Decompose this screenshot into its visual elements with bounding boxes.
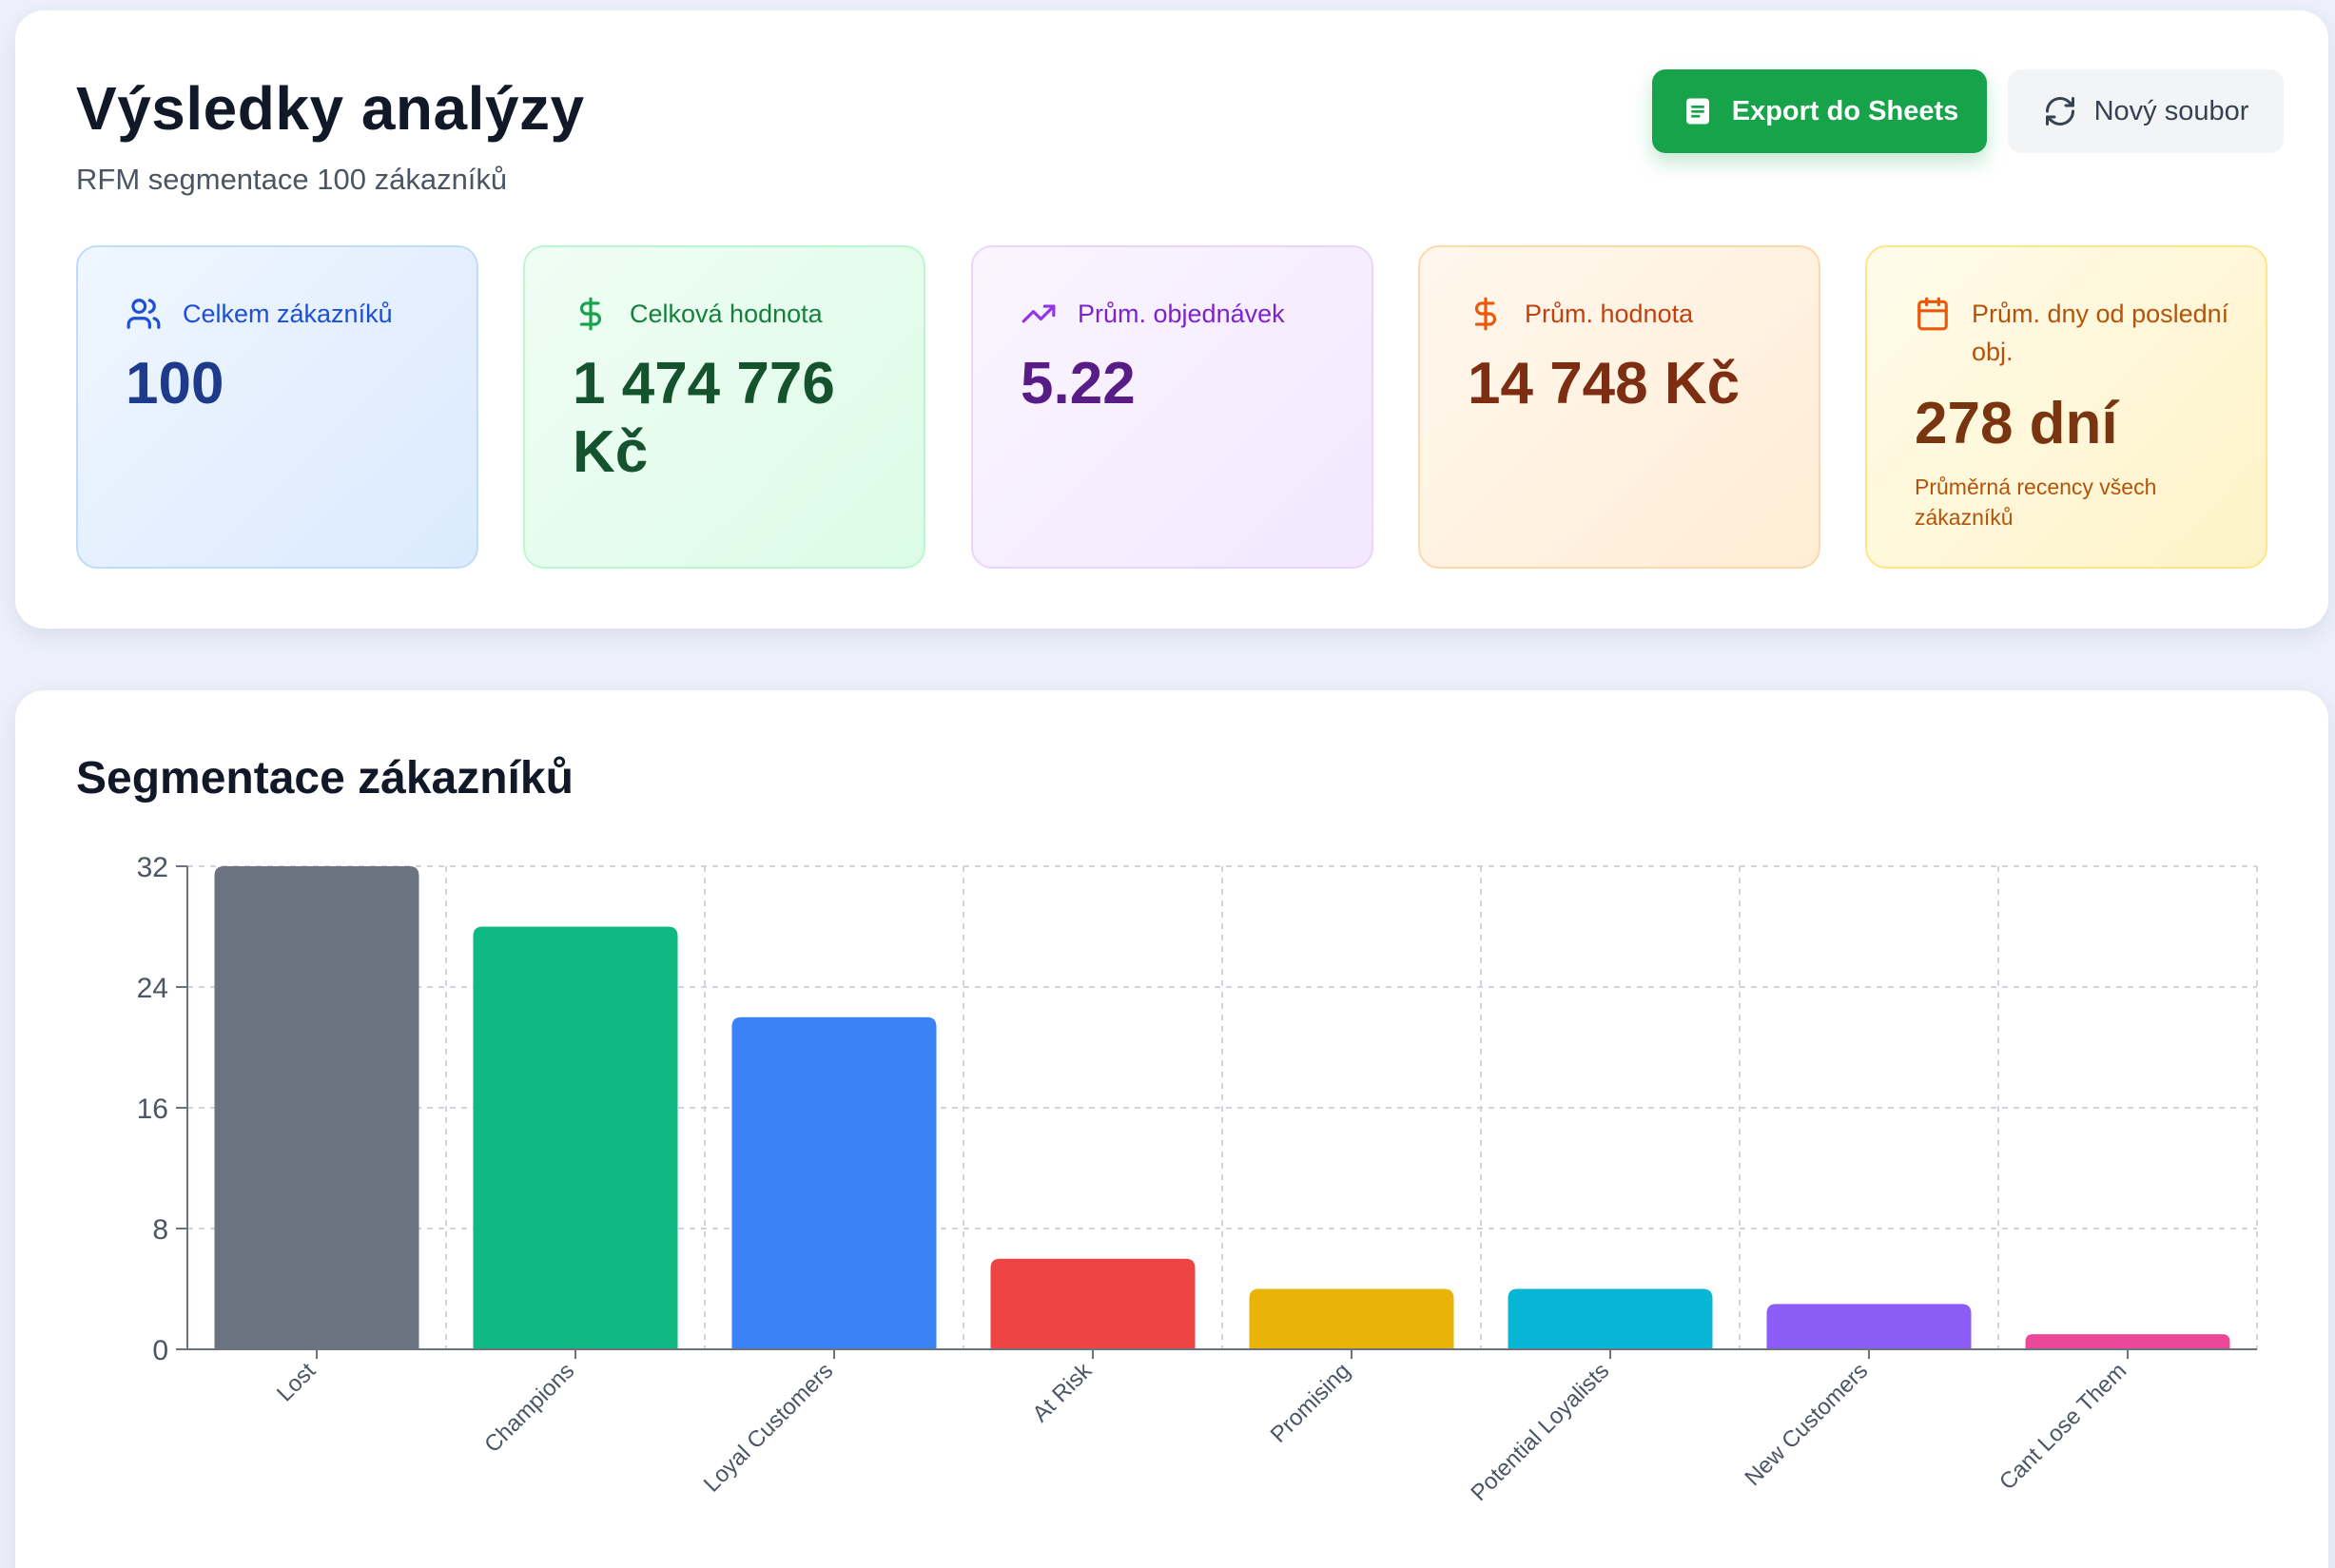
- x-tick-label: Loyal Customers: [699, 1358, 838, 1497]
- stat-card-avg-value: Prům. hodnota 14 748 Kč: [1418, 245, 1820, 569]
- stat-card-avg-recency: Prům. dny od poslední obj. 278 dní Průmě…: [1865, 245, 2267, 569]
- stat-card-avg-orders: Prům. objednávek 5.22: [971, 245, 1373, 569]
- x-tick-label: Lost: [272, 1358, 321, 1406]
- export-button-label: Export do Sheets: [1731, 95, 1959, 126]
- y-tick-label: 16: [137, 1094, 168, 1125]
- dollar-icon: [579, 297, 601, 331]
- bar-promising: [1249, 1288, 1454, 1349]
- sheet-document-icon: [1685, 98, 1709, 125]
- stat-card-total-value: Celková hodnota 1 474 776 Kč: [523, 245, 925, 569]
- new-file-button[interactable]: Nový soubor: [2008, 69, 2284, 153]
- bar-loyal-customers: [731, 1016, 937, 1349]
- segmentation-bar-chart: 0 8 16 24 32 Lost Champions Loyal Customers At R…: [137, 852, 2258, 1506]
- new-file-button-label: Nový soubor: [2093, 95, 2249, 126]
- stat-value: 100: [126, 351, 224, 416]
- refresh-icon: [2045, 97, 2074, 126]
- x-tick-label: At Risk: [1027, 1357, 1098, 1427]
- x-tick-label: Champions: [479, 1358, 579, 1458]
- bar-new-customers: [1766, 1304, 1972, 1349]
- results-summary-card: Výsledky analýzy RFM segmentace 100 záka…: [15, 10, 2328, 629]
- stat-label: Celková hodnota: [630, 300, 823, 328]
- x-tick-label: Cant Lose Them: [1994, 1358, 2131, 1495]
- stat-value: 278 dní: [1915, 391, 2118, 456]
- y-tick-label: 8: [152, 1214, 168, 1246]
- page-title: Výsledky analýzy: [76, 74, 585, 143]
- page-subtitle: RFM segmentace 100 zákazníků: [76, 163, 508, 196]
- stat-label: Prům. dny od poslední obj.: [1972, 300, 2229, 366]
- bar-lost: [214, 866, 419, 1349]
- x-tick-label: Potential Loyalists: [1466, 1358, 1614, 1506]
- stat-note: Průměrná recency všech zákazníků: [1915, 474, 2157, 530]
- stat-label: Celkem zákazníků: [183, 300, 393, 328]
- stat-value: 5.22: [1021, 351, 1136, 416]
- calendar-icon: [1917, 297, 1948, 331]
- trending-up-icon: [1022, 304, 1056, 323]
- segmentation-chart-card: Segmentace zákazníků 0 8 16 24 32 Lost Champio…: [15, 690, 2328, 1568]
- export-to-sheets-button[interactable]: Export do Sheets: [1652, 69, 1987, 153]
- y-tick-label: 32: [137, 852, 168, 883]
- stat-label: Prům. hodnota: [1525, 300, 1694, 328]
- stat-label: Prům. objednávek: [1078, 300, 1285, 328]
- stat-value: 1 474 776 Kč: [573, 351, 835, 485]
- y-tick-label: 24: [137, 973, 168, 1004]
- stat-card-total-customers: Celkem zákazníků 100: [76, 245, 478, 569]
- dollar-icon: [1474, 297, 1496, 331]
- bar-at-risk: [990, 1258, 1196, 1349]
- bar-cant-lose-them: [2025, 1334, 2230, 1349]
- users-icon: [126, 299, 161, 329]
- bar-potential-loyalists: [1508, 1288, 1713, 1349]
- x-tick-label: Promising: [1266, 1358, 1356, 1448]
- bar-champions: [473, 926, 678, 1349]
- chart-title: Segmentace zákazníků: [76, 753, 574, 803]
- x-tick-label: New Customers: [1740, 1358, 1873, 1491]
- y-tick-label: 0: [152, 1335, 168, 1366]
- stat-value: 14 748 Kč: [1468, 351, 1741, 416]
